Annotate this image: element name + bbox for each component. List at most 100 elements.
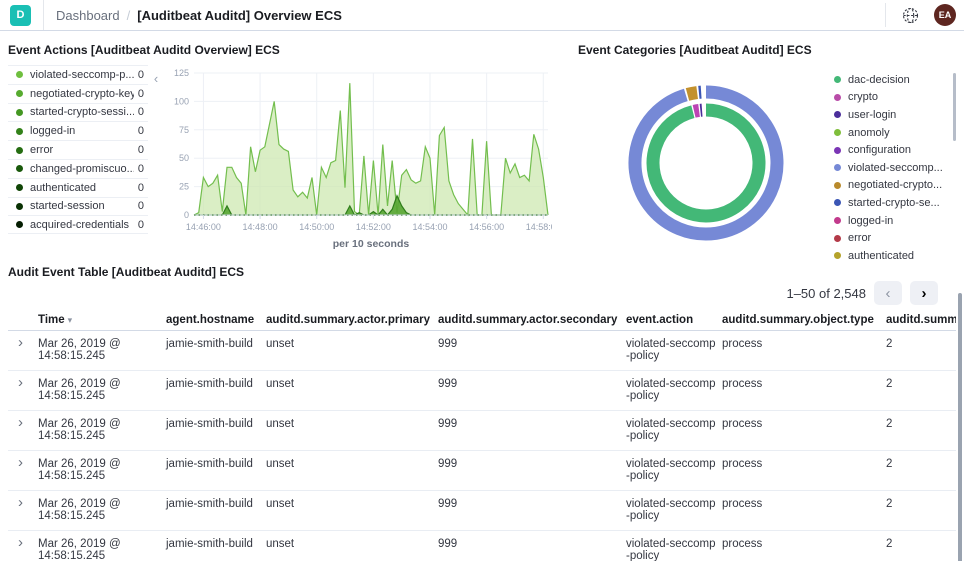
- svg-text:14:52:00: 14:52:00: [356, 222, 391, 232]
- legend-item[interactable]: violated-seccomp-p... 0: [8, 65, 148, 84]
- legend-item[interactable]: authenticated: [834, 247, 956, 265]
- legend-value: 0: [137, 125, 144, 138]
- legend-item[interactable]: dac-decision: [834, 71, 956, 89]
- svg-text:14:54:00: 14:54:00: [412, 222, 447, 232]
- row-expander-icon[interactable]: ›: [18, 374, 23, 391]
- legend-item[interactable]: changed-promiscuo... 0: [8, 158, 148, 178]
- legend-value: 0: [137, 106, 144, 119]
- svg-text:14:48:00: 14:48:00: [243, 222, 278, 232]
- table-header-time[interactable]: Time ▾: [38, 313, 73, 326]
- row-expander-icon[interactable]: ›: [8, 455, 38, 470]
- event-actions-legend: violated-seccomp-p... 0 negotiated-crypto-…: [8, 65, 148, 258]
- row-expander-icon[interactable]: ›: [18, 494, 23, 511]
- legend-dot-icon: [16, 165, 23, 173]
- legend-dot-icon: [16, 108, 23, 116]
- cell-object-type: process: [722, 458, 763, 470]
- table-header-auditd-summary[interactable]: auditd.summary: [886, 313, 956, 326]
- row-expander-icon[interactable]: ›: [8, 375, 38, 390]
- panel-event-actions: Event Actions [Auditbeat Auditd Overview…: [8, 39, 564, 255]
- legend-collapse-icon[interactable]: ‹: [153, 71, 159, 86]
- donut-slice[interactable]: [646, 103, 766, 223]
- legend-item[interactable]: error: [834, 229, 956, 247]
- row-expander-icon[interactable]: ›: [18, 334, 23, 351]
- legend-item[interactable]: anomoly: [834, 124, 956, 142]
- donut-slice[interactable]: [628, 85, 784, 241]
- legend-label: logged-in: [848, 214, 894, 227]
- table-row: › Mar 26, 2019 @ 14:58:15.245 jamie-smith-…: [8, 531, 956, 561]
- cell-event-action: violated-seccomp-policy: [626, 498, 716, 522]
- vertical-scrollbar[interactable]: [958, 293, 962, 561]
- legend-label: changed-promiscuo...: [30, 162, 134, 175]
- donut-slice[interactable]: [685, 85, 699, 101]
- legend-item[interactable]: started-crypto-sessi... 0: [8, 102, 148, 122]
- legend-label: violated-seccomp-p...: [30, 68, 134, 81]
- row-expander-icon[interactable]: ›: [8, 415, 38, 430]
- legend-dot-icon: [16, 184, 23, 192]
- cell-object-type: process: [722, 378, 763, 390]
- row-expander-icon[interactable]: ›: [8, 535, 38, 550]
- legend-item[interactable]: acquired-credentials 0: [8, 215, 148, 235]
- legend-label: error: [30, 144, 54, 157]
- panel-audit-table-title: Audit Event Table [Auditbeat Auditd] ECS: [8, 265, 244, 279]
- legend-scrollbar[interactable]: [953, 73, 956, 141]
- row-expander-icon[interactable]: ›: [18, 534, 23, 551]
- svg-text:14:56:00: 14:56:00: [469, 222, 504, 232]
- cell-actor-secondary: 999: [438, 418, 458, 430]
- legend-item[interactable]: negotiated-crypto...: [834, 177, 956, 195]
- cell-event-action: violated-seccomp-policy: [626, 458, 716, 482]
- pagination: 1–50 of 2,548 ‹ ›: [8, 281, 938, 305]
- legend-dot-icon: [834, 129, 841, 137]
- cell-actor-primary: unset: [266, 338, 295, 350]
- svg-text:14:58:00: 14:58:00: [526, 222, 552, 232]
- svg-text:100: 100: [174, 96, 189, 106]
- svg-text:14:50:00: 14:50:00: [299, 222, 334, 232]
- svg-text:75: 75: [179, 125, 189, 135]
- donut-chart-svg: [628, 85, 784, 241]
- page-title: [Auditbeat Auditd] Overview ECS: [137, 7, 342, 23]
- row-expander-icon[interactable]: ›: [8, 335, 38, 350]
- panel-event-categories: Event Categories [Auditbeat Auditd] ECS …: [578, 39, 956, 262]
- app-logo[interactable]: D: [10, 4, 31, 26]
- table-header-actor-secondary[interactable]: auditd.summary.actor.secondary: [438, 313, 618, 326]
- table-header-event-action[interactable]: event.action: [626, 313, 694, 326]
- cell-actor-primary: unset: [266, 498, 295, 510]
- legend-item[interactable]: error 0: [8, 140, 148, 159]
- table-header-agent-hostname[interactable]: agent.hostname: [166, 313, 255, 326]
- cell-actor-secondary: 999: [438, 378, 458, 390]
- legend-item[interactable]: authenticated 0: [8, 177, 148, 197]
- legend-dot-icon: [834, 164, 841, 172]
- legend-item[interactable]: negotiated-crypto-key 0: [8, 83, 148, 103]
- cell-agent-hostname: jamie-smith-build: [166, 538, 253, 550]
- legend-item[interactable]: violated-seccomp...: [834, 159, 956, 177]
- top-nav: D Dashboard / [Auditbeat Auditd] Overvie…: [0, 0, 964, 31]
- cell-event-action: violated-seccomp-policy: [626, 418, 716, 442]
- cell-time: Mar 26, 2019 @ 14:58:15.245: [38, 378, 121, 402]
- legend-item[interactable]: configuration: [834, 141, 956, 159]
- globe-icon[interactable]: [898, 3, 922, 27]
- event-categories-legend: dac-decision crypto user-login anomoly confi…: [834, 61, 956, 265]
- legend-item[interactable]: started-crypto-se...: [834, 194, 956, 212]
- panel-event-categories-title: Event Categories [Auditbeat Auditd] ECS: [578, 43, 812, 57]
- legend-label: user-login: [848, 108, 897, 121]
- table-header-row: Time ▾ agent.hostname auditd.summary.acto…: [8, 309, 956, 331]
- legend-item[interactable]: user-login: [834, 106, 956, 124]
- breadcrumb-dashboard[interactable]: Dashboard: [56, 7, 120, 23]
- donut-slice[interactable]: [692, 103, 700, 118]
- user-avatar[interactable]: EA: [934, 4, 956, 26]
- pagination-prev-button[interactable]: ‹: [874, 281, 902, 305]
- pagination-next-button[interactable]: ›: [910, 281, 938, 305]
- cell-actor-primary: unset: [266, 538, 295, 550]
- legend-item[interactable]: logged-in 0: [8, 121, 148, 140]
- row-expander-icon[interactable]: ›: [18, 454, 23, 471]
- legend-item[interactable]: started-session 0: [8, 196, 148, 216]
- legend-dot-icon: [834, 76, 841, 84]
- row-expander-icon[interactable]: ›: [18, 414, 23, 431]
- row-expander-icon[interactable]: ›: [8, 495, 38, 510]
- legend-value: 0: [137, 218, 144, 231]
- table-header-actor-primary[interactable]: auditd.summary.actor.primary: [266, 313, 431, 326]
- table-header-object-type[interactable]: auditd.summary.object.type: [722, 313, 874, 326]
- svg-text:25: 25: [179, 182, 189, 192]
- legend-item[interactable]: logged-in: [834, 212, 956, 230]
- cell-event-action: violated-seccomp-policy: [626, 378, 716, 402]
- legend-item[interactable]: crypto: [834, 89, 956, 107]
